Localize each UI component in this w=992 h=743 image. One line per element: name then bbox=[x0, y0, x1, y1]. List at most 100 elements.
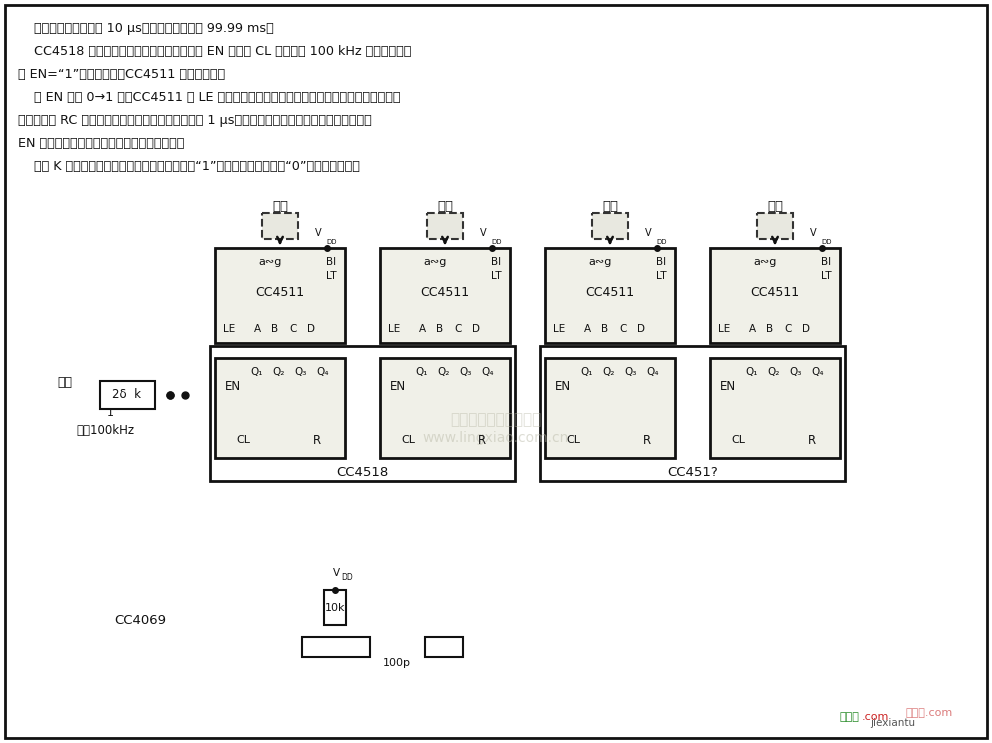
Text: 输入: 输入 bbox=[58, 377, 72, 389]
Text: CC4511: CC4511 bbox=[750, 287, 800, 299]
Text: V: V bbox=[333, 568, 340, 578]
Text: R: R bbox=[478, 433, 486, 447]
Text: LE: LE bbox=[388, 324, 400, 334]
Bar bbox=[710, 358, 840, 458]
Text: A: A bbox=[583, 324, 590, 334]
Text: R: R bbox=[807, 433, 816, 447]
Text: LE: LE bbox=[718, 324, 730, 334]
Text: D: D bbox=[637, 324, 645, 334]
Text: Q₃: Q₃ bbox=[460, 367, 472, 377]
Text: BI: BI bbox=[491, 257, 501, 267]
Text: Q₂: Q₂ bbox=[437, 367, 450, 377]
Text: 时钟100kHz: 时钟100kHz bbox=[76, 424, 134, 436]
Text: LE: LE bbox=[553, 324, 565, 334]
Text: Q₂: Q₂ bbox=[768, 367, 780, 377]
Text: CL: CL bbox=[566, 435, 580, 445]
Bar bbox=[710, 248, 840, 343]
Text: C: C bbox=[619, 324, 627, 334]
Text: Q₃: Q₃ bbox=[625, 367, 637, 377]
Text: a∾g: a∾g bbox=[258, 257, 282, 267]
Text: R: R bbox=[643, 433, 651, 447]
Text: C: C bbox=[785, 324, 792, 334]
Text: a∾g: a∾g bbox=[424, 257, 446, 267]
Text: LE: LE bbox=[223, 324, 235, 334]
Bar bbox=[262, 213, 298, 239]
Bar bbox=[100, 381, 155, 409]
Text: 10k: 10k bbox=[324, 603, 345, 613]
Bar bbox=[380, 248, 510, 343]
Bar bbox=[540, 346, 845, 481]
Text: 100p: 100p bbox=[383, 658, 411, 668]
Text: a∾g: a∾g bbox=[588, 257, 612, 267]
Text: A: A bbox=[748, 324, 756, 334]
Text: jiexiantu: jiexiantu bbox=[870, 718, 916, 728]
Text: Q₁: Q₁ bbox=[746, 367, 758, 377]
Text: Q₃: Q₃ bbox=[295, 367, 308, 377]
Text: V: V bbox=[646, 228, 652, 238]
Text: EN: EN bbox=[390, 380, 406, 392]
Bar bbox=[757, 213, 793, 239]
Text: CL: CL bbox=[731, 435, 745, 445]
Text: Q₃: Q₃ bbox=[790, 367, 803, 377]
Text: D: D bbox=[472, 324, 480, 334]
Text: LT: LT bbox=[656, 271, 667, 281]
Text: A: A bbox=[253, 324, 261, 334]
Text: www.lingxiao.com.cn: www.lingxiao.com.cn bbox=[423, 431, 569, 445]
Text: BI: BI bbox=[656, 257, 666, 267]
Text: LT: LT bbox=[820, 271, 831, 281]
Bar bbox=[380, 358, 510, 458]
Text: DD: DD bbox=[341, 574, 353, 583]
Text: 十位: 十位 bbox=[437, 200, 453, 213]
Text: Q₄: Q₄ bbox=[482, 367, 494, 377]
Text: 北京凌霄科技有限公司: 北京凌霄科技有限公司 bbox=[450, 412, 542, 427]
Text: Q₁: Q₁ bbox=[580, 367, 593, 377]
Text: CL: CL bbox=[236, 435, 250, 445]
Text: CC4518 为加法计数器，被测脉冲加到它的 EN 端，在 CL 端加上的 100 kHz 基准信号，仅: CC4518 为加法计数器，被测脉冲加到它的 EN 端，在 CL 端加上的 10… bbox=[18, 45, 412, 58]
Text: C: C bbox=[454, 324, 461, 334]
Bar bbox=[545, 358, 675, 458]
Bar bbox=[427, 213, 463, 239]
Text: CC451?: CC451? bbox=[668, 467, 718, 479]
Text: CC4069: CC4069 bbox=[114, 614, 166, 626]
Text: Q₄: Q₄ bbox=[811, 367, 824, 377]
Bar bbox=[215, 248, 345, 343]
Text: CC4511: CC4511 bbox=[585, 287, 635, 299]
Text: .com: .com bbox=[862, 712, 890, 722]
Text: B: B bbox=[767, 324, 774, 334]
Text: a∾g: a∾g bbox=[753, 257, 777, 267]
Text: B: B bbox=[272, 324, 279, 334]
Text: BI: BI bbox=[821, 257, 831, 267]
Text: EN: EN bbox=[555, 380, 571, 392]
Text: V: V bbox=[810, 228, 817, 238]
Text: EN 端高电平的宽度，宽度越大，计数值越大。: EN 端高电平的宽度，宽度越大，计数值越大。 bbox=[18, 137, 185, 150]
Text: 接线图.com: 接线图.com bbox=[905, 708, 952, 718]
Text: 2δ  k: 2δ k bbox=[112, 389, 142, 401]
Bar bbox=[545, 248, 675, 343]
Text: B: B bbox=[601, 324, 608, 334]
Text: Q₄: Q₄ bbox=[647, 367, 660, 377]
Text: 个位: 个位 bbox=[272, 200, 288, 213]
Text: CC4511: CC4511 bbox=[421, 287, 469, 299]
Text: 1: 1 bbox=[106, 408, 113, 418]
Text: A: A bbox=[419, 324, 426, 334]
Text: C: C bbox=[290, 324, 297, 334]
Text: V: V bbox=[480, 228, 487, 238]
Text: D: D bbox=[307, 324, 315, 334]
Text: CC4511: CC4511 bbox=[255, 287, 305, 299]
Text: 开关 K 用于选择正的脉宽还是负的脉宽。拨到“1”时，测正脉冲；拨到“0”时，测负脉冲。: 开关 K 用于选择正的脉宽还是负的脉宽。拨到“1”时，测正脉冲；拨到“0”时，测… bbox=[18, 160, 360, 173]
Text: 当 EN 端从 0→1 时，CC4511 的 LE 端首先锁定刚才的计数值，以便获得稳定的读数。然后: 当 EN 端从 0→1 时，CC4511 的 LE 端首先锁定刚才的计数值，以便… bbox=[18, 91, 401, 104]
Text: Q₁: Q₁ bbox=[251, 367, 263, 377]
Text: Q₂: Q₂ bbox=[603, 367, 615, 377]
Text: EN: EN bbox=[720, 380, 736, 392]
Text: Q₁: Q₁ bbox=[416, 367, 429, 377]
Text: DD: DD bbox=[326, 239, 336, 245]
Text: R: R bbox=[312, 433, 321, 447]
Text: LT: LT bbox=[491, 271, 501, 281]
Text: Q₄: Q₄ bbox=[316, 367, 329, 377]
Text: 千位: 千位 bbox=[767, 200, 783, 213]
Text: LT: LT bbox=[325, 271, 336, 281]
Bar bbox=[425, 637, 463, 657]
Text: 经反相器和 RC 微分后给计数器复位。复位结束（约 1 μs）后，开始计数。计数何时结束，取决于: 经反相器和 RC 微分后给计数器复位。复位结束（约 1 μs）后，开始计数。计数… bbox=[18, 114, 372, 127]
Bar bbox=[215, 358, 345, 458]
Text: BI: BI bbox=[326, 257, 336, 267]
